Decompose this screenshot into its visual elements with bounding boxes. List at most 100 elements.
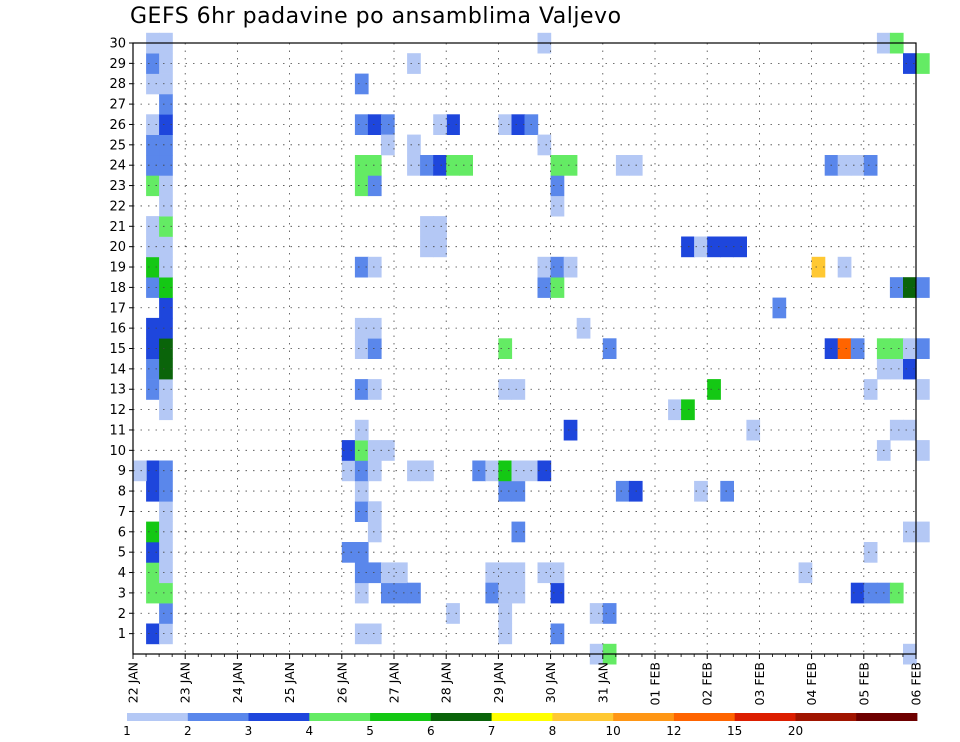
heatmap-cell [407,53,421,74]
heatmap-cell [159,582,173,604]
y-tick-label: 17 [109,301,126,316]
heatmap-cell [394,582,408,604]
heatmap-cell [550,277,565,298]
heatmap-cell [537,256,552,278]
legend-label: 4 [305,724,313,738]
heatmap-cell [367,501,382,522]
heatmap-cell [354,562,369,584]
heatmap-cell [837,256,852,278]
heatmap-cell [367,114,382,135]
y-tick-label: 20 [109,240,126,255]
heatmap-cell [159,317,173,339]
y-tick-label: 3 [118,586,126,601]
x-tick-label: 06 FEB [909,662,924,706]
y-tick-label: 28 [109,77,126,92]
legend-swatch [309,713,371,721]
y-tick-label: 12 [109,403,126,418]
heatmap-cell [850,582,865,604]
heatmap-cell [159,175,173,197]
legend-label: 6 [427,724,435,738]
heatmap-cell [459,155,473,176]
heatmap-cell [863,582,878,604]
heatmap-cell [433,236,447,258]
x-tick-label: 24 JAN [230,662,245,703]
heatmap-cell [916,53,930,74]
heatmap-cell [498,114,513,135]
legend-swatch [613,713,675,721]
heatmap-cell [511,582,526,604]
heatmap-cell [615,480,630,502]
heatmap-cell [354,501,369,522]
heatmap-cell [354,379,369,400]
heatmap-cell [550,562,565,584]
y-tick-label: 9 [118,464,126,479]
heatmap-cell [341,460,356,482]
y-tick-label: 30 [109,37,126,52]
heatmap-cell [159,114,173,135]
heatmap-cell [916,277,930,298]
y-tick-label: 5 [118,546,126,561]
heatmap-cell [367,338,382,359]
heatmap-cell [916,440,930,461]
heatmap-cell [511,480,526,502]
heatmap-cell [903,419,917,441]
y-tick-label: 21 [109,220,126,235]
heatmap-cell [159,195,173,217]
heatmap-cell [159,399,173,421]
legend-label: 20 [788,724,803,738]
heatmap-cell [694,236,708,258]
heatmap-cell [159,297,173,319]
x-tick-label: 22 JAN [126,662,141,703]
heatmap-cell [159,358,173,380]
heatmap-cell [146,338,160,359]
heatmap-cell [146,134,160,156]
heatmap-cell [433,216,447,237]
heatmap-cell [354,582,369,604]
heatmap-cell [354,73,369,95]
heatmap-cell [903,521,917,543]
heatmap-cell [537,134,552,156]
heatmap-cell [354,338,369,359]
heatmap-cell [433,155,447,176]
heatmap-cell [511,521,526,543]
heatmap-cell [433,114,447,135]
legend-swatch [673,713,736,721]
y-tick-label: 29 [109,57,126,72]
legend-label: 5 [366,724,374,738]
heatmap-cell [837,338,852,359]
y-tick-label: 27 [109,98,126,113]
heatmap-cell [354,114,369,135]
heatmap-cell [354,440,369,461]
x-tick-label: 04 FEB [804,662,819,706]
heatmap-cell [563,155,578,176]
heatmap-cell [485,582,500,604]
heatmap-cell [863,542,878,563]
heatmap-cell [146,216,160,237]
heatmap-cell [381,440,395,461]
legend-label: 1 [123,724,131,738]
heatmap-cell [903,53,917,74]
y-tick-label: 23 [109,179,126,194]
heatmap-cell [159,338,173,359]
heatmap-cell [146,582,160,604]
heatmap-cell [916,379,930,400]
heatmap-cell [602,338,617,359]
heatmap-cell [146,562,160,584]
heatmap-cell [159,256,173,278]
heatmap-cell [863,155,878,176]
heatmap-cell [146,256,160,278]
heatmap-cell [367,623,382,645]
heatmap-cell [446,155,460,176]
heatmap-cell [381,114,395,135]
x-tick-label: 29 JAN [491,662,506,703]
heatmap-cell [146,521,160,543]
heatmap-cell [707,379,721,400]
heatmap-cell [146,379,160,400]
heatmap-cell [354,460,369,482]
heatmap-cell [681,236,695,258]
x-tick-label: 30 JAN [543,662,558,703]
heatmap-cell [694,480,708,502]
chart-title: GEFS 6hr padavine po ansamblima Valjevo [130,4,622,29]
heatmap-cell [146,236,160,258]
